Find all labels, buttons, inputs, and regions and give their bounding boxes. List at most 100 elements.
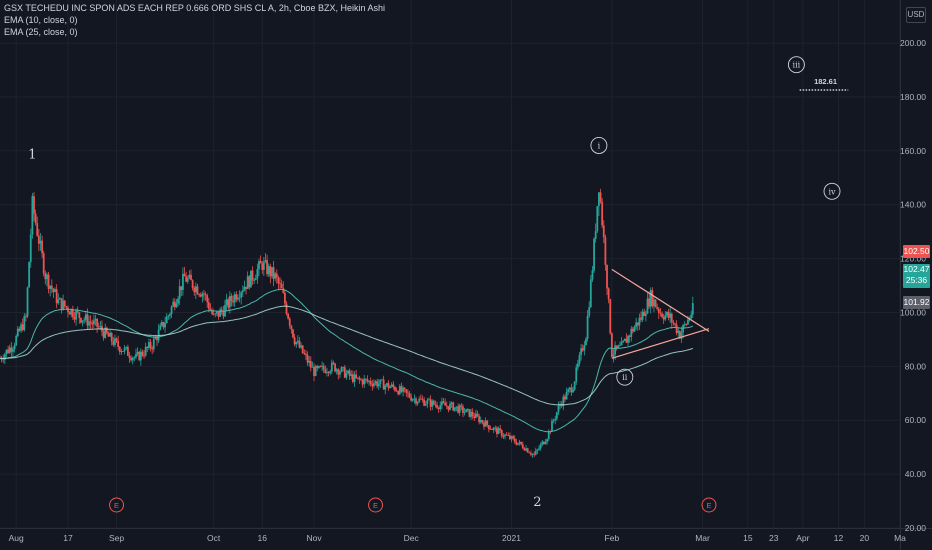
candle-body: [277, 277, 280, 284]
candle-body: [123, 347, 126, 352]
candle-body: [374, 381, 377, 384]
candle-body: [60, 298, 63, 310]
candle-body: [536, 449, 539, 451]
candle-body: [570, 387, 573, 393]
candle-body: [530, 453, 532, 455]
candle-body: [42, 253, 45, 274]
candle-body: [340, 367, 343, 372]
earnings-marker: [701, 497, 717, 513]
candle-body: [159, 325, 162, 330]
candle-body: [339, 371, 341, 375]
candle-body: [207, 302, 210, 310]
candle-body: [483, 422, 485, 427]
candle-body: [674, 323, 676, 325]
x-tick-label: Oct: [207, 533, 221, 543]
candle-body: [109, 332, 111, 337]
candle-body: [57, 299, 60, 304]
candle-body: [130, 358, 133, 361]
x-tick-label: 12: [834, 533, 844, 543]
candle-body: [311, 366, 314, 368]
candle-body: [678, 331, 681, 339]
candle-body: [578, 354, 581, 364]
triangle-pattern[interactable]: [611, 268, 710, 359]
candle-body: [196, 286, 199, 295]
earnings-label: E: [706, 501, 711, 510]
candle-body: [41, 240, 43, 254]
ema-25-label[interactable]: EMA (25, close, 0): [4, 27, 78, 37]
candle-body: [301, 345, 304, 354]
candle-body: [431, 400, 434, 407]
target-level[interactable]: 182.61: [799, 77, 849, 91]
candle-body: [58, 298, 61, 300]
candle-body: [513, 438, 516, 443]
live-price-tag: 102.47 25:36: [903, 264, 930, 288]
candle-body: [641, 311, 644, 320]
candle-body: [13, 345, 16, 350]
candle-body: [656, 307, 659, 309]
candle-body: [649, 290, 652, 307]
symbol-title[interactable]: GSX TECHEDU INC SPON ADS EACH REP 0.666 …: [4, 3, 385, 13]
candle-body: [389, 386, 392, 389]
candle-body: [458, 405, 461, 413]
candle-body: [10, 347, 13, 352]
candle-body: [46, 274, 48, 280]
y-tick-label: 140.00: [900, 200, 926, 210]
currency-button[interactable]: USD: [906, 7, 926, 23]
candle-body: [261, 263, 264, 270]
candle-body: [334, 363, 336, 372]
candle-body: [78, 312, 81, 318]
candle-body: [49, 285, 52, 289]
candle-body: [589, 279, 592, 308]
candle-body: [657, 308, 660, 313]
candle-body: [442, 401, 445, 403]
candle-body: [523, 448, 526, 451]
candle-body: [390, 384, 393, 387]
ema-10-label[interactable]: EMA (10, close, 0): [4, 15, 78, 25]
x-tick-label: 15: [743, 533, 753, 543]
candle-body: [172, 301, 175, 307]
candle-body: [672, 322, 675, 324]
candle-body: [593, 238, 595, 271]
candle-body: [572, 389, 574, 393]
candle-body: [73, 317, 76, 320]
candle-body: [235, 294, 238, 300]
candle-body: [373, 383, 375, 387]
candle-body: [533, 453, 536, 455]
candle-body: [520, 441, 523, 445]
candle-body: [332, 362, 335, 364]
candle-body: [271, 267, 273, 277]
target-label: 182.61: [814, 77, 837, 86]
candle-body: [385, 383, 388, 386]
candle-body: [18, 328, 21, 331]
candle-body: [387, 383, 390, 389]
y-tick-label: 200.00: [900, 38, 926, 48]
ha-price-tag: 101.92: [903, 296, 930, 309]
y-tick-label: 20.00: [905, 523, 927, 533]
candle-body: [628, 335, 631, 337]
candle-body: [194, 286, 197, 293]
triangle-lower-line: [611, 328, 710, 359]
candle-body: [546, 439, 549, 442]
candle-body: [402, 387, 404, 392]
candle-body: [508, 435, 511, 440]
candle-body: [486, 420, 489, 426]
candle-body: [162, 322, 165, 328]
candle-body: [470, 411, 472, 417]
candle-body: [154, 337, 157, 339]
candle-body: [625, 338, 628, 343]
candle-body: [494, 427, 497, 429]
candle-body: [615, 345, 618, 348]
candle-body: [361, 379, 364, 385]
candle-body: [594, 231, 597, 239]
candle-body: [685, 324, 688, 325]
candle-body: [152, 338, 155, 350]
candle-body: [227, 299, 230, 308]
candle-body: [92, 320, 95, 325]
candle-body: [403, 387, 406, 390]
x-tick-label: Dec: [404, 533, 420, 543]
candle-body: [465, 409, 468, 413]
candle-body: [156, 337, 158, 341]
